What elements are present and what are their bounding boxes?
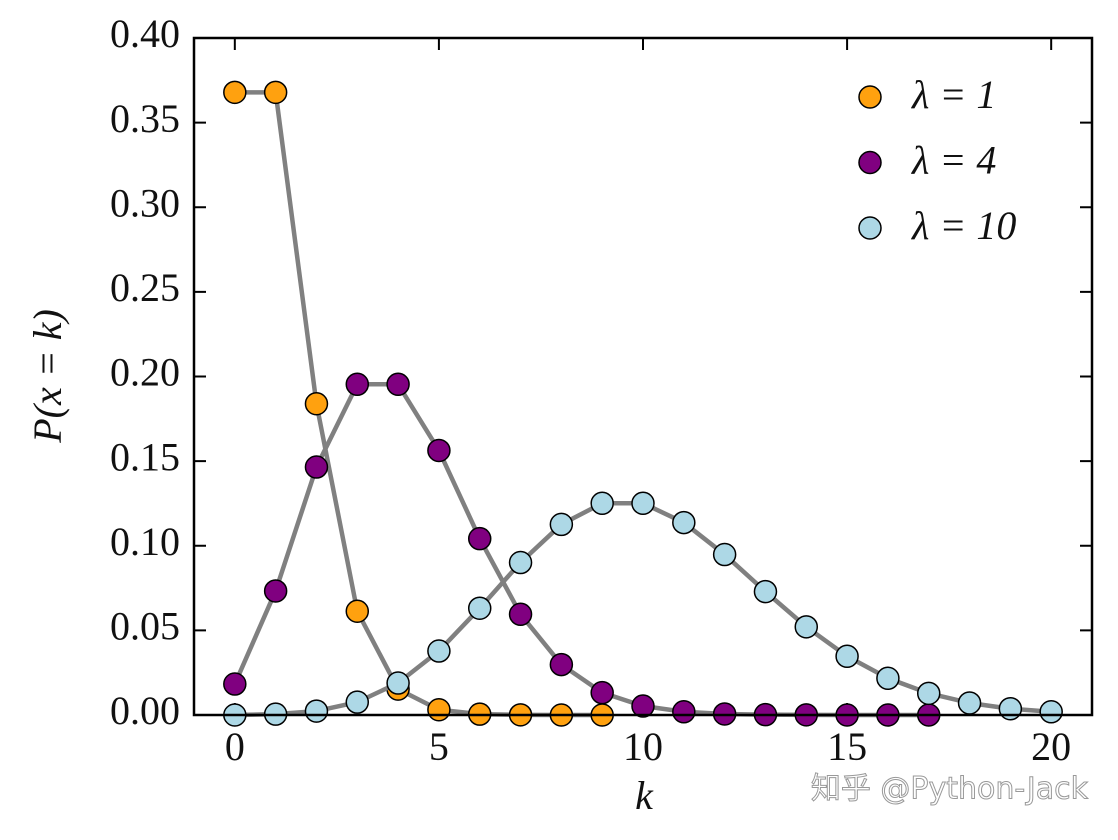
y-tick-label: 0.15 — [110, 434, 180, 479]
data-point — [753, 579, 778, 604]
legend-label: λ = 10 — [911, 203, 1016, 248]
y-tick-label: 0.35 — [110, 96, 180, 141]
data-point — [304, 455, 329, 479]
data-point — [508, 602, 533, 627]
data-point — [304, 699, 329, 723]
data-point — [467, 526, 492, 551]
data-point — [590, 491, 614, 516]
data-point — [345, 372, 370, 397]
data-point — [345, 690, 370, 714]
data-point — [998, 696, 1023, 721]
y-tick-label: 0.05 — [110, 604, 180, 649]
data-point — [1039, 700, 1063, 724]
legend-label: λ = 4 — [911, 138, 996, 183]
data-point — [957, 691, 982, 715]
data-point — [590, 680, 614, 705]
x-axis-label: k — [635, 773, 654, 818]
data-point — [386, 372, 410, 397]
series-line — [232, 382, 929, 718]
data-point — [549, 652, 574, 677]
legend-marker — [858, 150, 882, 175]
legend-marker — [858, 216, 882, 240]
y-tick-label: 0.10 — [110, 519, 180, 564]
x-tick-label: 10 — [623, 724, 663, 769]
data-point — [835, 644, 859, 669]
legend-label: λ = 1 — [911, 72, 996, 117]
data-point — [508, 550, 533, 575]
data-point — [794, 615, 819, 639]
x-tick-label: 0 — [225, 724, 245, 769]
x-tick-label: 20 — [1031, 724, 1071, 769]
data-point — [876, 666, 900, 691]
data-point — [712, 542, 737, 567]
data-point — [467, 596, 492, 620]
data-point — [916, 681, 941, 706]
y-tick-label: 0.30 — [110, 180, 180, 225]
data-point — [263, 80, 288, 105]
plot-frame — [192, 36, 1094, 717]
data-point — [549, 512, 574, 537]
y-axis-label: P(x = k) — [25, 309, 70, 444]
data-point — [386, 671, 410, 695]
data-point — [427, 438, 451, 463]
y-tick-label: 0.20 — [110, 350, 180, 395]
data-point — [631, 491, 655, 516]
data-point — [672, 510, 696, 535]
x-tick-label: 5 — [429, 724, 449, 769]
y-tick-label: 0.25 — [110, 265, 180, 310]
data-point — [427, 639, 451, 663]
series-line — [234, 90, 603, 718]
data-point — [631, 694, 655, 718]
x-tick-label: 15 — [827, 724, 867, 769]
data-point — [223, 672, 247, 696]
data-point — [223, 80, 247, 105]
y-tick-label: 0.40 — [110, 11, 180, 56]
data-point — [304, 391, 329, 416]
legend-marker — [858, 85, 882, 109]
y-tick-label: 0.00 — [110, 688, 180, 733]
data-point — [427, 698, 451, 722]
watermark: 知乎 @Python-Jack — [811, 772, 1089, 807]
data-point — [672, 700, 696, 724]
data-point — [345, 599, 370, 623]
data-point — [263, 579, 288, 603]
